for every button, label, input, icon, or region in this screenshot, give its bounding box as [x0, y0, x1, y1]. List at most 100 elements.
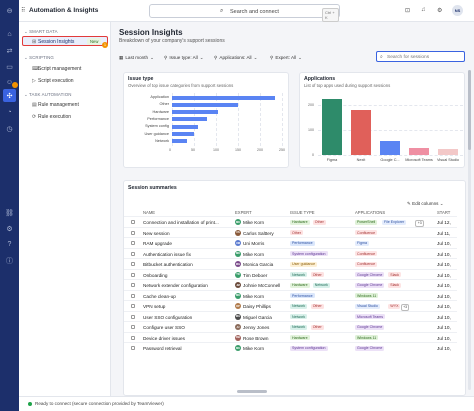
automation-icon[interactable]: ✣: [3, 89, 16, 102]
row-checkbox[interactable]: [131, 283, 135, 287]
table-row[interactable]: Bitbucket authentication MG Monica Garcia U…: [124, 258, 457, 269]
apps-grid-icon[interactable]: ⠿: [21, 8, 26, 14]
session-name[interactable]: Password retrieval: [143, 346, 182, 351]
session-name[interactable]: User SSO configuration: [143, 314, 193, 320]
session-name[interactable]: RAM upgrade: [143, 241, 172, 246]
issue-bar[interactable]: [172, 102, 238, 107]
application-bar[interactable]: [409, 147, 429, 155]
table-row[interactable]: RAM upgrade UM Uni Morris Performance Figma J…: [124, 237, 457, 248]
expert-name: Carlos Salttery: [243, 230, 274, 236]
filter-expert[interactable]: ⚲ Expert: All ⌄: [270, 53, 302, 62]
section-scripting[interactable]: ⌄ SCRIPTING: [24, 55, 54, 60]
info-icon[interactable]: ⓘ: [6, 257, 13, 265]
table-row[interactable]: Device driver issues RB Rose Brown Hardware…: [124, 331, 457, 343]
left-rail: ⊖ ⌂ ⇄ ▭ ☺ ✣ ◔ ◷ ⛓ ⚙ ? ⓘ: [0, 0, 19, 411]
row-checkbox[interactable]: [131, 346, 135, 350]
session-name[interactable]: Connection and installation of print...: [143, 220, 219, 225]
table-row[interactable]: User SSO configuration MG Miguel Garcia Net…: [124, 310, 457, 322]
more-apps-badge[interactable]: +3: [415, 219, 425, 227]
row-checkbox[interactable]: [131, 272, 135, 277]
horizontal-scrollbar[interactable]: [237, 390, 267, 393]
nav-item-script-management[interactable]: Script management: [38, 66, 82, 72]
teamviewer-logo-icon[interactable]: ⊖: [6, 7, 13, 15]
home-icon[interactable]: ⌂: [7, 31, 12, 38]
application-bar[interactable]: [380, 141, 400, 155]
session-name[interactable]: Network extender configuration: [143, 283, 208, 288]
row-checkbox[interactable]: [131, 335, 135, 340]
nav-item-session-insights[interactable]: [22, 36, 108, 46]
issue-bar[interactable]: [172, 124, 199, 129]
header-expert[interactable]: EXPERT: [235, 210, 252, 215]
application-tag: PowerShell: [355, 219, 378, 225]
header-name[interactable]: NAME: [143, 210, 156, 215]
session-name[interactable]: Configure user SSO: [143, 325, 185, 330]
table-row[interactable]: Password retrieval MK Mike Korn System conf…: [124, 342, 457, 353]
session-name[interactable]: Authentication issue fix: [143, 251, 191, 257]
issue-bar[interactable]: [172, 132, 194, 136]
edit-columns-button[interactable]: ✎ Edit columns ⌄: [407, 201, 444, 207]
section-task-automation[interactable]: ⌄ TASK AUTOMATION: [24, 92, 72, 97]
header-issue-type[interactable]: ISSUE TYPE: [290, 210, 315, 215]
connections-icon[interactable]: ⇄: [6, 47, 13, 55]
session-search-input[interactable]: ⌕ Search for sessions: [376, 51, 465, 62]
application-bar[interactable]: [351, 110, 371, 155]
row-checkbox[interactable]: [131, 241, 135, 245]
issue-bar[interactable]: [172, 110, 219, 115]
table-row[interactable]: Onboarding TD Tim Deboer Network Other Google…: [124, 268, 457, 280]
row-checkbox[interactable]: [131, 293, 135, 298]
devices-icon[interactable]: ▭: [6, 63, 13, 71]
filter-date[interactable]: ▦ Last month ⌄: [119, 53, 154, 62]
users-icon[interactable]: ☺: [5, 79, 14, 86]
grid-line: [318, 155, 463, 156]
settings-icon[interactable]: ⚙: [6, 225, 13, 233]
table-row[interactable]: Authentication issue fix MK Mike Korn Syste…: [124, 247, 457, 259]
insights-icon[interactable]: ◔: [7, 109, 12, 116]
session-name[interactable]: Bitbucket authentication: [143, 262, 193, 267]
scrollbar-thumb[interactable]: [468, 70, 471, 150]
row-checkbox[interactable]: [131, 325, 135, 329]
row-checkbox[interactable]: [131, 314, 135, 319]
x-tick-label: 250: [279, 148, 285, 153]
vertical-scrollbar[interactable]: [468, 70, 471, 390]
filter-issue-type[interactable]: ⚲ Issue type: All ⌄: [164, 53, 204, 62]
settings-top-icon[interactable]: ⚙: [437, 8, 443, 14]
application-bar[interactable]: [322, 99, 342, 155]
table-row[interactable]: Network extender configuration JM Johnie M…: [124, 279, 457, 290]
row-checkbox[interactable]: [131, 230, 135, 235]
section-smart-data[interactable]: ⌄ SMART DATA: [24, 29, 58, 34]
help-icon[interactable]: ?: [7, 241, 12, 248]
header-applications[interactable]: APPLICATIONS: [355, 210, 386, 215]
nav-item-rule-execution[interactable]: Rule execution: [38, 114, 72, 120]
global-search-input[interactable]: ⌕ Search and connect Ctrl + K: [149, 4, 340, 22]
nav-item-rule-management[interactable]: Rule management: [38, 102, 79, 108]
session-name[interactable]: Onboarding: [143, 272, 168, 278]
session-name[interactable]: New session: [143, 230, 170, 236]
table-row[interactable]: Configure user SSO JJ Jenny Jones Network Ot…: [124, 321, 457, 332]
table-row[interactable]: Connection and installation of print... M…: [124, 216, 457, 227]
filter-applications[interactable]: ⚲ Applications: All ⌄: [214, 53, 257, 62]
issue-bar[interactable]: [172, 139, 188, 144]
session-name[interactable]: Device driver issues: [143, 335, 185, 341]
table-row[interactable]: Cache clean-up MK Mike Korn Performance Wind…: [124, 289, 457, 301]
more-apps-badge[interactable]: +3: [400, 303, 410, 311]
row-checkbox[interactable]: [131, 262, 135, 266]
issue-bar[interactable]: [172, 95, 276, 100]
session-name[interactable]: Cache clean-up: [143, 293, 176, 299]
issue-tag: Other: [312, 219, 326, 225]
row-checkbox[interactable]: [131, 220, 135, 224]
user-avatar[interactable]: NS: [452, 5, 463, 16]
session-name[interactable]: VPN setup: [143, 304, 166, 309]
history-icon[interactable]: ◷: [6, 125, 13, 133]
application-bar[interactable]: [438, 148, 458, 155]
table-row[interactable]: VPN setup DP Daisy Phillips Network Other Vis…: [124, 300, 457, 311]
row-checkbox[interactable]: [131, 304, 135, 308]
header-start[interactable]: START: [437, 210, 451, 215]
nav-item-script-execution[interactable]: Script execution: [38, 78, 74, 84]
link-icon[interactable]: ⛓: [5, 209, 14, 217]
bell-icon[interactable]: ♫: [421, 7, 426, 13]
gift-icon[interactable]: ⊡: [405, 8, 411, 14]
category-label: Performance: [147, 116, 169, 121]
table-row[interactable]: New session CS Carlos Salttery Other Conflue…: [124, 226, 457, 238]
issue-bar[interactable]: [172, 117, 208, 122]
row-checkbox[interactable]: [131, 251, 135, 256]
